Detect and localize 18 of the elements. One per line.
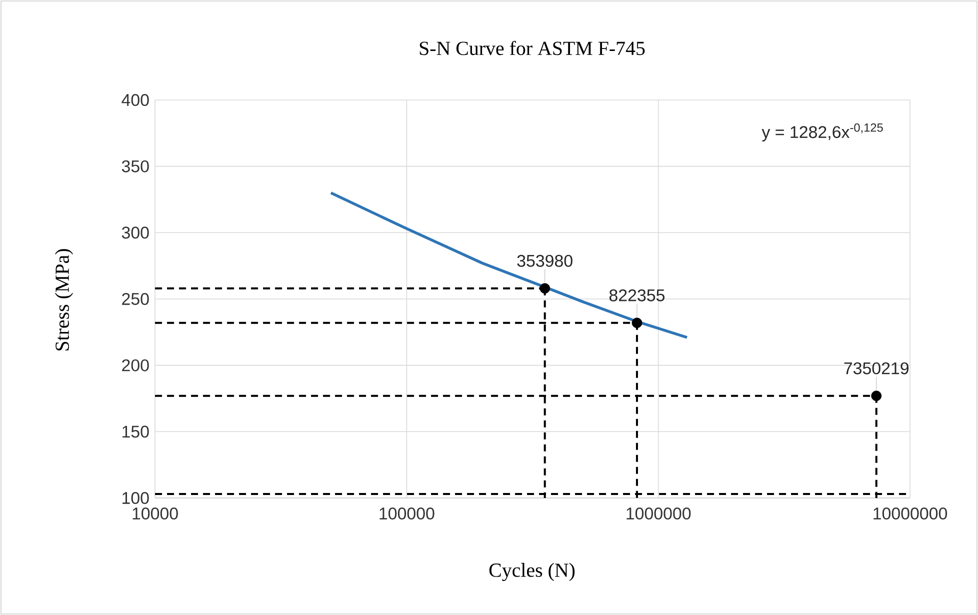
annotation: 822355 <box>609 289 665 302</box>
x-tick-label: 1000000 <box>626 508 691 520</box>
y-tick-label: 200 <box>122 359 149 372</box>
x-tick-label: 10000 <box>132 508 178 520</box>
annotation: 353980 <box>517 254 572 267</box>
y-tick-label: 350 <box>122 160 149 172</box>
annotation: 7350219 <box>844 362 909 374</box>
y-tick-label: 300 <box>122 226 149 239</box>
y-tick-label: 100 <box>122 492 149 504</box>
y-tick-label: 400 <box>122 94 149 106</box>
chart-title: S-N Curve for ASTM F-745 <box>420 40 645 56</box>
y-tick-label: 150 <box>122 426 149 438</box>
x-tick-label: 100000 <box>380 508 434 520</box>
annotation: y = 1282,6x$^{-0,125}$ <box>762 123 883 142</box>
y-axis-title: Stress (MPa) <box>54 249 74 350</box>
y-tick-label: 250 <box>122 292 149 305</box>
x-axis-title: Cycles (N) <box>489 562 575 582</box>
x-tick-label: 10000000 <box>874 508 948 520</box>
